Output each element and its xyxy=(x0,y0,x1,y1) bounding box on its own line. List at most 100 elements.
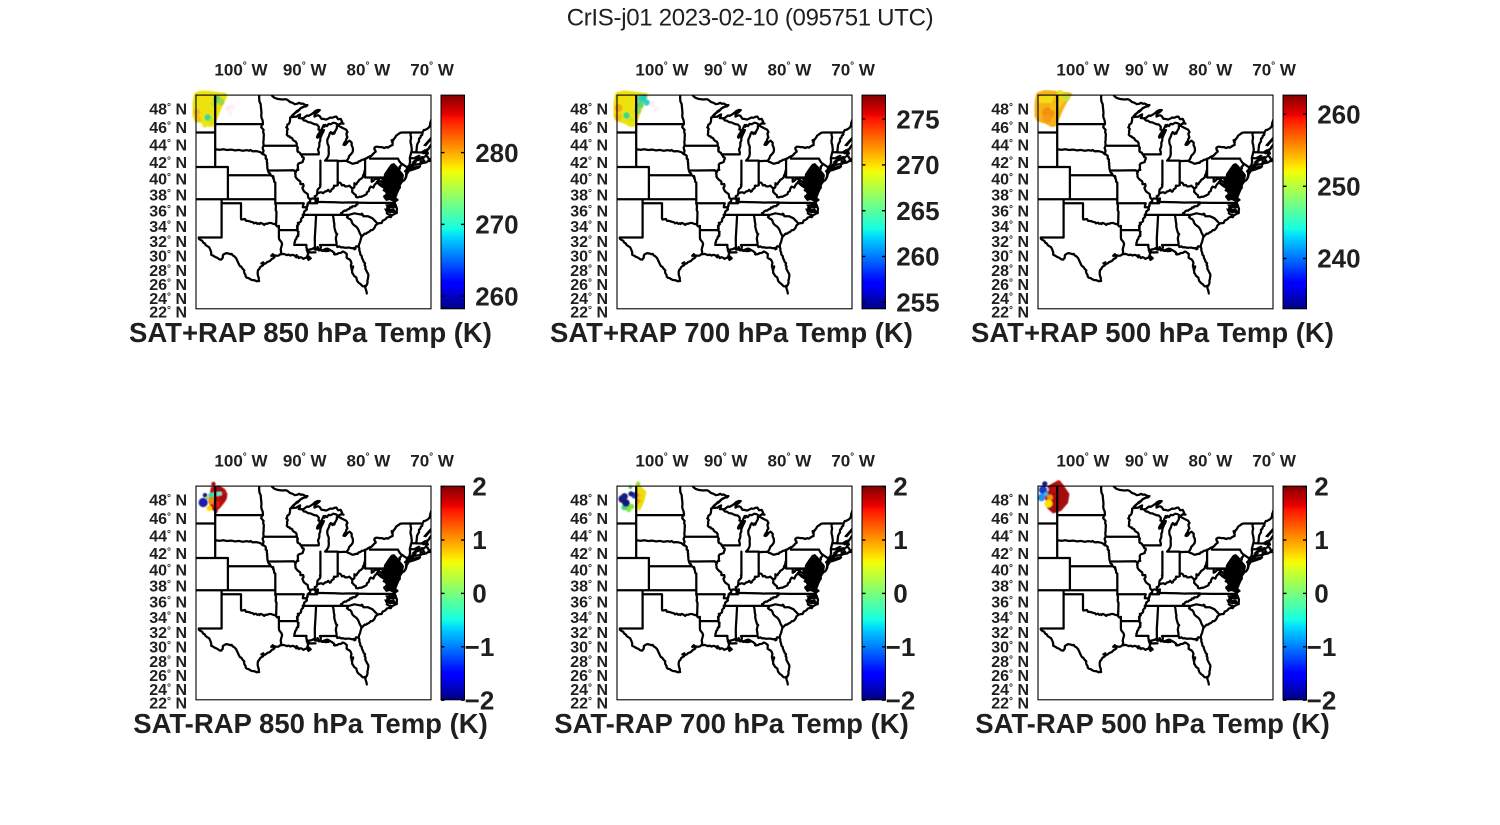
svg-text:SAT-RAP 700 hPa Temp (K): SAT-RAP 700 hPa Temp (K) xyxy=(554,708,909,739)
svg-text:SAT+RAP 700 hPa Temp (K): SAT+RAP 700 hPa Temp (K) xyxy=(550,317,913,348)
svg-text:48° N: 48° N xyxy=(149,101,187,118)
svg-text:1: 1 xyxy=(472,525,486,555)
svg-text:38° N: 38° N xyxy=(149,579,187,596)
svg-text:1: 1 xyxy=(1314,525,1328,555)
svg-text:80° W: 80° W xyxy=(347,452,392,471)
svg-text:40° N: 40° N xyxy=(149,563,187,580)
svg-text:40° N: 40° N xyxy=(570,172,608,189)
svg-text:38° N: 38° N xyxy=(149,188,187,205)
svg-text:48° N: 48° N xyxy=(991,101,1029,118)
svg-text:26° N: 26° N xyxy=(149,277,187,294)
svg-text:26° N: 26° N xyxy=(991,277,1029,294)
svg-text:36° N: 36° N xyxy=(991,204,1029,221)
svg-text:32° N: 32° N xyxy=(570,234,608,251)
svg-text:48° N: 48° N xyxy=(149,492,187,509)
svg-text:255: 255 xyxy=(896,288,939,318)
svg-text:SAT-RAP 500 hPa Temp (K): SAT-RAP 500 hPa Temp (K) xyxy=(975,708,1330,739)
svg-text:48° N: 48° N xyxy=(570,492,608,509)
svg-text:44° N: 44° N xyxy=(991,529,1029,546)
svg-text:46° N: 46° N xyxy=(570,511,608,528)
svg-text:42° N: 42° N xyxy=(149,155,187,172)
svg-text:28° N: 28° N xyxy=(149,654,187,671)
svg-text:26° N: 26° N xyxy=(149,668,187,685)
svg-text:42° N: 42° N xyxy=(570,546,608,563)
svg-text:38° N: 38° N xyxy=(991,579,1029,596)
svg-text:100° W: 100° W xyxy=(635,452,689,471)
svg-text:−1: −1 xyxy=(1307,632,1337,662)
svg-text:SAT+RAP 850 hPa Temp (K): SAT+RAP 850 hPa Temp (K) xyxy=(129,317,492,348)
svg-text:80° W: 80° W xyxy=(768,61,813,80)
svg-text:28° N: 28° N xyxy=(570,263,608,280)
svg-text:70° W: 70° W xyxy=(831,61,876,80)
svg-text:28° N: 28° N xyxy=(149,263,187,280)
svg-text:30° N: 30° N xyxy=(570,640,608,657)
svg-text:0: 0 xyxy=(1314,579,1328,609)
svg-text:80° W: 80° W xyxy=(768,452,813,471)
svg-text:38° N: 38° N xyxy=(991,188,1029,205)
svg-text:100° W: 100° W xyxy=(214,61,268,80)
svg-text:2: 2 xyxy=(893,472,907,502)
svg-text:80° W: 80° W xyxy=(347,61,392,80)
svg-text:100° W: 100° W xyxy=(1056,452,1110,471)
svg-text:48° N: 48° N xyxy=(991,492,1029,509)
svg-text:24° N: 24° N xyxy=(570,682,608,699)
svg-text:28° N: 28° N xyxy=(991,263,1029,280)
svg-text:46° N: 46° N xyxy=(149,511,187,528)
svg-text:40° N: 40° N xyxy=(149,172,187,189)
svg-text:100° W: 100° W xyxy=(635,61,689,80)
svg-text:28° N: 28° N xyxy=(570,654,608,671)
svg-text:24° N: 24° N xyxy=(991,291,1029,308)
svg-text:90° W: 90° W xyxy=(283,452,328,471)
svg-text:44° N: 44° N xyxy=(570,529,608,546)
svg-text:280: 280 xyxy=(475,138,518,168)
svg-text:260: 260 xyxy=(1317,99,1360,129)
svg-text:70° W: 70° W xyxy=(1252,452,1297,471)
svg-text:42° N: 42° N xyxy=(570,155,608,172)
svg-text:260: 260 xyxy=(896,242,939,272)
svg-text:34° N: 34° N xyxy=(991,610,1029,627)
svg-text:44° N: 44° N xyxy=(570,138,608,155)
svg-text:44° N: 44° N xyxy=(149,529,187,546)
svg-text:32° N: 32° N xyxy=(991,625,1029,642)
svg-text:80° W: 80° W xyxy=(1189,61,1234,80)
svg-text:70° W: 70° W xyxy=(831,452,876,471)
svg-text:34° N: 34° N xyxy=(570,610,608,627)
svg-text:30° N: 30° N xyxy=(991,640,1029,657)
svg-text:260: 260 xyxy=(475,281,518,311)
svg-text:100° W: 100° W xyxy=(214,452,268,471)
svg-text:36° N: 36° N xyxy=(991,595,1029,612)
svg-text:30° N: 30° N xyxy=(570,249,608,266)
svg-text:2: 2 xyxy=(472,472,486,502)
svg-text:0: 0 xyxy=(893,579,907,609)
svg-text:90° W: 90° W xyxy=(283,61,328,80)
svg-text:42° N: 42° N xyxy=(991,546,1029,563)
svg-text:30° N: 30° N xyxy=(991,249,1029,266)
svg-text:22° N: 22° N xyxy=(991,305,1029,322)
svg-text:70° W: 70° W xyxy=(410,452,455,471)
svg-text:32° N: 32° N xyxy=(149,234,187,251)
svg-text:36° N: 36° N xyxy=(149,595,187,612)
svg-text:24° N: 24° N xyxy=(149,291,187,308)
svg-text:24° N: 24° N xyxy=(570,291,608,308)
svg-text:22° N: 22° N xyxy=(149,696,187,713)
svg-text:SAT-RAP 850 hPa Temp (K): SAT-RAP 850 hPa Temp (K) xyxy=(133,708,488,739)
svg-text:265: 265 xyxy=(896,196,939,226)
svg-text:34° N: 34° N xyxy=(149,219,187,236)
svg-text:22° N: 22° N xyxy=(149,305,187,322)
svg-text:22° N: 22° N xyxy=(570,305,608,322)
svg-text:1: 1 xyxy=(893,525,907,555)
svg-text:100° W: 100° W xyxy=(1056,61,1110,80)
svg-text:36° N: 36° N xyxy=(570,204,608,221)
svg-text:2: 2 xyxy=(1314,472,1328,502)
svg-text:34° N: 34° N xyxy=(991,219,1029,236)
svg-text:28° N: 28° N xyxy=(991,654,1029,671)
svg-text:270: 270 xyxy=(896,150,939,180)
svg-text:−2: −2 xyxy=(465,685,495,715)
svg-text:80° W: 80° W xyxy=(1189,452,1234,471)
svg-text:32° N: 32° N xyxy=(991,234,1029,251)
svg-text:30° N: 30° N xyxy=(149,640,187,657)
svg-text:40° N: 40° N xyxy=(991,172,1029,189)
svg-text:90° W: 90° W xyxy=(704,452,749,471)
svg-text:−2: −2 xyxy=(1307,685,1337,715)
svg-text:240: 240 xyxy=(1317,244,1360,274)
